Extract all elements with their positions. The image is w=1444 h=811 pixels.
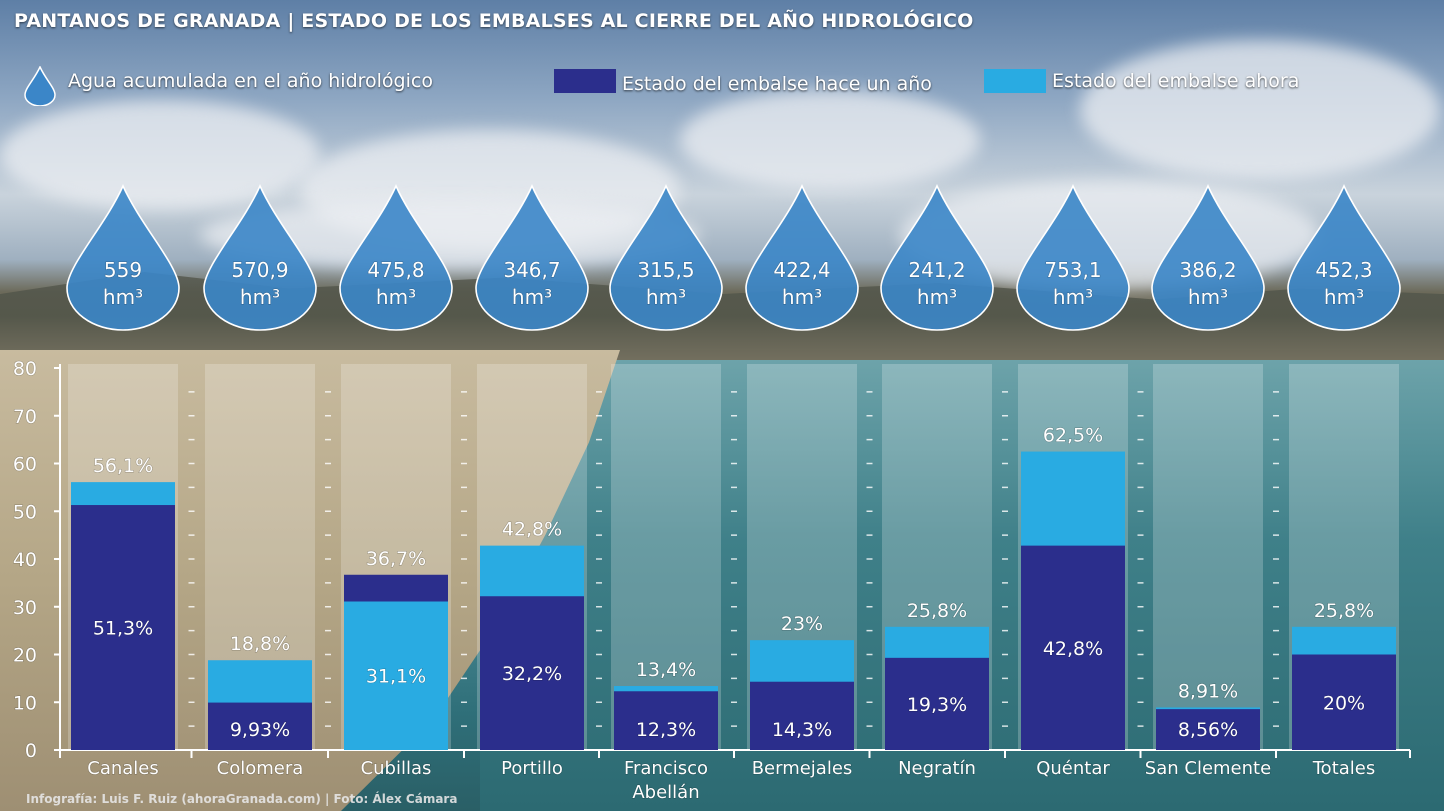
bar-top-label: 18,8% xyxy=(230,633,290,655)
x-tick-label: Quéntar xyxy=(1036,758,1110,779)
legend-now-label: Estado del embalse ahora xyxy=(1052,70,1300,92)
x-tick-label: Canales xyxy=(87,758,159,779)
bar-inner-label: 19,3% xyxy=(907,694,967,716)
accumulated-value: 753,1 xyxy=(1044,258,1101,282)
water-drop-icon xyxy=(1287,184,1401,331)
x-tick-label: Totales xyxy=(1312,758,1376,779)
accumulated-unit: hm³ xyxy=(240,285,280,309)
accumulated-value: 422,4 xyxy=(773,258,830,282)
bar-last-year xyxy=(1156,709,1260,750)
bar-last-year xyxy=(614,691,718,750)
x-tick-label: Portillo xyxy=(501,758,563,779)
bar-top-label: 25,8% xyxy=(907,600,967,622)
bar-inner-label: 51,3% xyxy=(93,618,153,640)
bar-last-year xyxy=(750,681,854,750)
y-tick-label: 40 xyxy=(13,549,37,571)
water-drop-icon xyxy=(609,184,723,331)
legend-now-swatch xyxy=(984,69,1046,93)
accumulated-unit: hm³ xyxy=(1324,285,1364,309)
bar-inner-label: 31,1% xyxy=(366,666,426,688)
credit-text: Infografía: Luis F. Ruiz (ahoraGranada.c… xyxy=(26,792,458,806)
y-tick-label: 30 xyxy=(13,597,37,619)
accumulated-unit: hm³ xyxy=(1053,285,1093,309)
y-tick-label: 80 xyxy=(13,358,37,380)
water-drop-icon xyxy=(745,184,859,331)
bar-inner-label: 8,56% xyxy=(1178,719,1238,741)
accumulated-value: 346,7 xyxy=(503,258,560,282)
legend-last-year-label: Estado del embalse hace un año xyxy=(622,73,932,95)
x-tick-label: Cubillas xyxy=(361,758,432,779)
accumulated-value: 475,8 xyxy=(367,258,424,282)
bar-last-year xyxy=(208,702,312,750)
water-drop-icon xyxy=(24,66,56,106)
legend-last-year-swatch xyxy=(554,69,616,93)
bar-inner-label: 9,93% xyxy=(230,719,290,741)
water-drop-icon xyxy=(339,184,453,331)
accumulated-unit: hm³ xyxy=(376,285,416,309)
x-tick-label: Bermejales xyxy=(752,758,853,779)
accumulated-value: 315,5 xyxy=(637,258,694,282)
x-tick-label: Colomera xyxy=(217,758,304,779)
bar-last-year xyxy=(1292,654,1396,750)
bar-last-year xyxy=(885,657,989,750)
page-title: PANTANOS DE GRANADA | ESTADO DE LOS EMBA… xyxy=(14,10,974,32)
column-background xyxy=(611,364,721,750)
x-tick-label: San Clemente xyxy=(1145,758,1271,779)
accumulated-unit: hm³ xyxy=(512,285,552,309)
x-tick-label: Abellán xyxy=(632,782,699,803)
column-background xyxy=(1153,364,1263,750)
water-drop-icon xyxy=(66,184,180,331)
bar-top-label: 8,91% xyxy=(1178,680,1238,702)
bar-top-label: 56,1% xyxy=(93,455,153,477)
bar-inner-label: 20% xyxy=(1323,692,1365,714)
accumulated-value: 452,3 xyxy=(1315,258,1372,282)
x-tick-label: Negratín xyxy=(898,758,976,779)
accumulated-value: 570,9 xyxy=(231,258,288,282)
water-drop-icon xyxy=(475,184,589,331)
bar-inner-label: 42,8% xyxy=(1043,638,1103,660)
bar-now xyxy=(344,601,448,750)
x-tick-label: Francisco xyxy=(624,758,708,779)
bar-top-label: 25,8% xyxy=(1314,600,1374,622)
water-drop-icon xyxy=(880,184,994,331)
legend-accumulated-label: Agua acumulada en el año hidrológico xyxy=(68,70,433,92)
accumulated-value: 386,2 xyxy=(1179,258,1236,282)
water-drop-icon xyxy=(1016,184,1130,331)
bar-inner-label: 14,3% xyxy=(772,719,832,741)
background-cloud xyxy=(0,100,320,210)
y-tick-label: 60 xyxy=(13,454,37,476)
water-drop-icon xyxy=(203,184,317,331)
background-cloud xyxy=(1080,40,1440,180)
bar-top-label: 36,7% xyxy=(366,548,426,570)
bar-last-year xyxy=(480,596,584,750)
accumulated-unit: hm³ xyxy=(782,285,822,309)
bar-top-label: 23% xyxy=(781,613,823,635)
y-tick-label: 10 xyxy=(13,692,37,714)
bar-last-year xyxy=(71,505,175,750)
accumulated-unit: hm³ xyxy=(646,285,686,309)
bar-inner-label: 12,3% xyxy=(636,719,696,741)
y-tick-label: 70 xyxy=(13,406,37,428)
bar-top-label: 42,8% xyxy=(502,519,562,541)
accumulated-unit: hm³ xyxy=(1188,285,1228,309)
bar-top-label: 62,5% xyxy=(1043,425,1103,447)
y-tick-label: 50 xyxy=(13,501,37,523)
bar-top-label: 13,4% xyxy=(636,659,696,681)
y-tick-label: 20 xyxy=(13,645,37,667)
bar-inner-label: 32,2% xyxy=(502,663,562,685)
accumulated-value: 241,2 xyxy=(908,258,965,282)
accumulated-value: 559 xyxy=(104,258,142,282)
bar-last-year xyxy=(1021,545,1125,750)
y-tick-label: 0 xyxy=(25,740,37,762)
accumulated-unit: hm³ xyxy=(103,285,143,309)
background-cloud xyxy=(680,90,980,190)
accumulated-unit: hm³ xyxy=(917,285,957,309)
water-drop-icon xyxy=(1151,184,1265,331)
